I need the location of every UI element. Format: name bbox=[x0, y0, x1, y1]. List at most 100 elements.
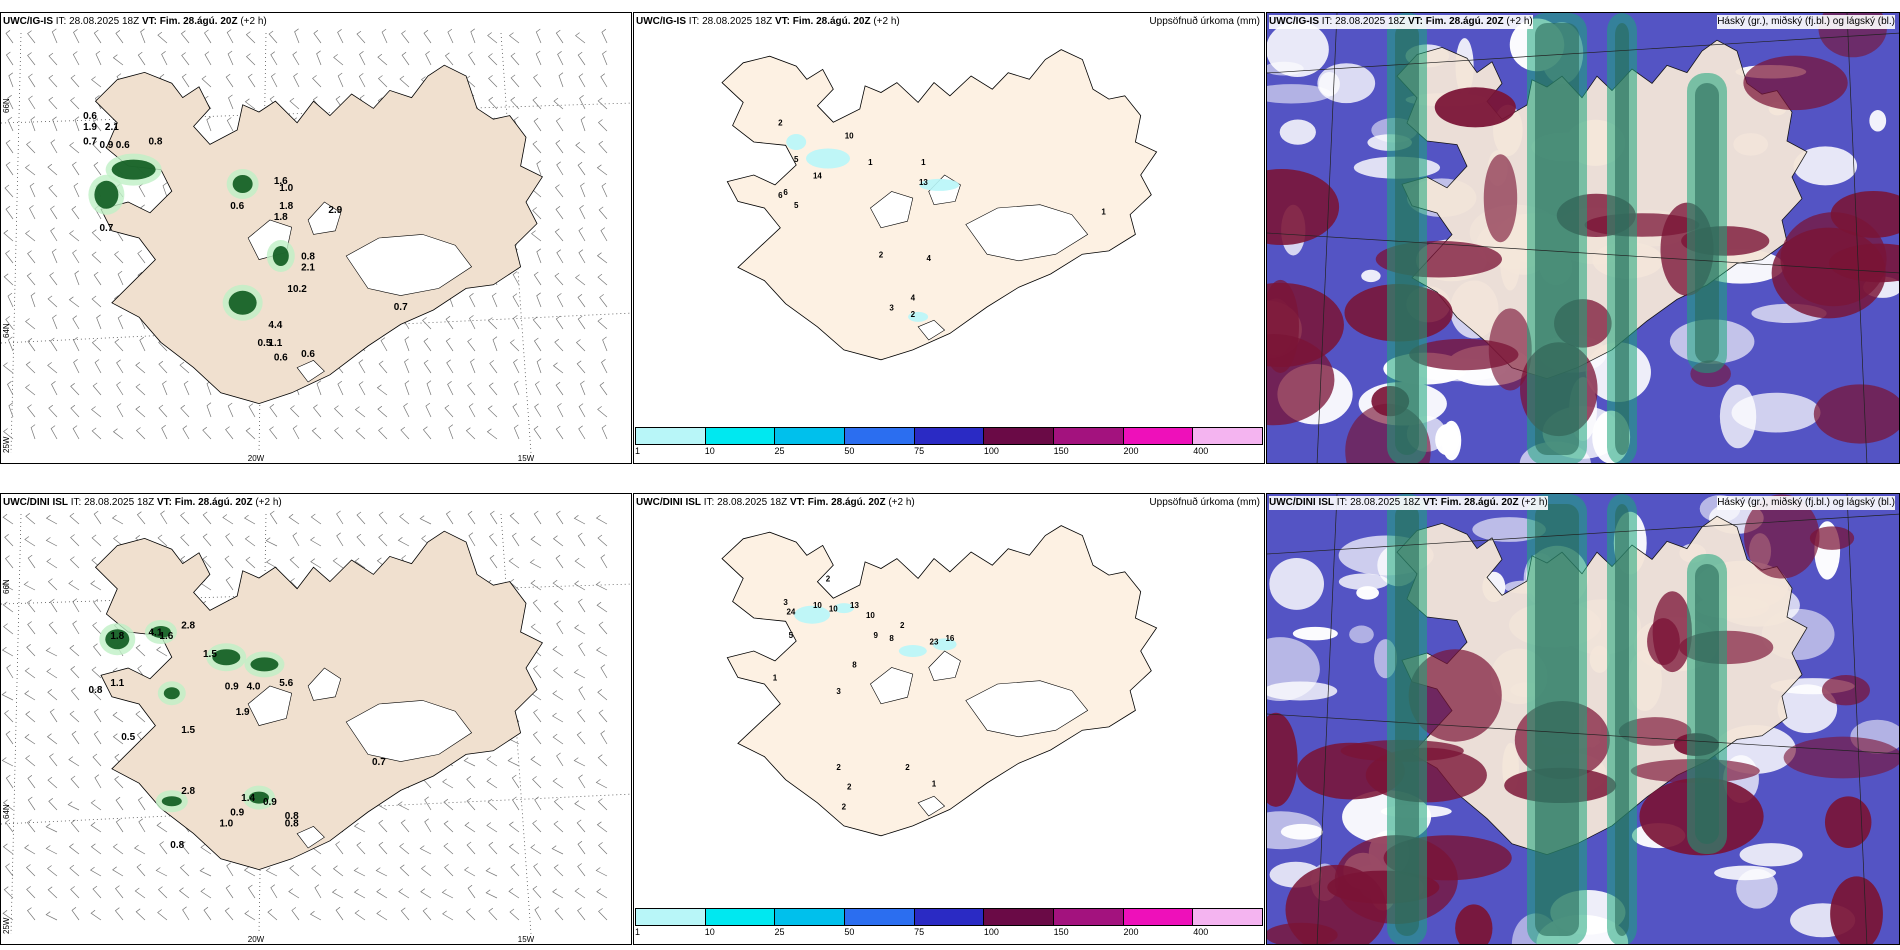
wind-value-label: 1.8 bbox=[274, 212, 288, 223]
legend-swatch bbox=[1123, 909, 1194, 925]
longitude-label: 25W bbox=[2, 917, 11, 934]
wind-barb bbox=[602, 50, 608, 66]
wind-barb bbox=[509, 512, 520, 525]
precip-core bbox=[161, 796, 182, 807]
wind-barb bbox=[2, 513, 14, 525]
wind-value-label: 1.5 bbox=[181, 725, 195, 736]
legend-swatch bbox=[775, 909, 846, 925]
wind-value-label: 4.0 bbox=[247, 682, 261, 693]
wind-barb bbox=[181, 73, 190, 88]
wind-barb bbox=[488, 96, 498, 110]
wind-barb bbox=[578, 249, 586, 264]
legend-label: 10 bbox=[704, 446, 715, 456]
wind-barb bbox=[1, 580, 14, 591]
wind-barb bbox=[595, 779, 608, 789]
wind-barb bbox=[222, 514, 234, 525]
wind-barb bbox=[180, 841, 190, 855]
wind-barb bbox=[399, 843, 410, 855]
wind-barb bbox=[1, 646, 14, 657]
wind-barb bbox=[49, 598, 58, 613]
wind-barb bbox=[1, 757, 14, 767]
wind-barb bbox=[74, 270, 80, 286]
wind-barb bbox=[181, 52, 190, 66]
wind-barb bbox=[552, 733, 564, 745]
wind-barb bbox=[557, 403, 564, 418]
wind-barb bbox=[354, 406, 366, 418]
precip-value-label: 5 bbox=[794, 201, 799, 210]
wind-barb bbox=[487, 32, 498, 44]
wind-barb bbox=[70, 97, 80, 110]
wind-value-label: 2.1 bbox=[301, 262, 315, 273]
wind-barb bbox=[535, 50, 542, 66]
wind-barb bbox=[353, 888, 366, 899]
legend-swatch bbox=[1193, 909, 1263, 925]
wind-barb bbox=[534, 796, 542, 811]
wind-barb bbox=[445, 510, 454, 525]
wind-barb bbox=[463, 866, 476, 877]
wind-barb bbox=[448, 424, 454, 440]
wind-value-label: 2.9 bbox=[328, 205, 342, 216]
wind-barb bbox=[294, 28, 300, 44]
wind-barb bbox=[400, 907, 410, 921]
wind-barb bbox=[553, 667, 564, 679]
wind-barb bbox=[93, 599, 102, 613]
wind-barb bbox=[247, 884, 256, 899]
wind-barb bbox=[311, 865, 322, 877]
precip-core bbox=[163, 687, 180, 700]
wind-barb bbox=[225, 533, 234, 547]
wind-barb bbox=[137, 51, 146, 66]
iceland-landmass bbox=[721, 49, 1158, 361]
wind-barb bbox=[599, 382, 608, 396]
wind-value-label: 0.8 bbox=[89, 685, 103, 696]
wind-barb bbox=[578, 774, 586, 789]
wind-barb bbox=[510, 74, 520, 88]
wind-barb bbox=[598, 140, 608, 154]
wind-value-label: 0.9 bbox=[99, 140, 113, 151]
precip-core bbox=[150, 626, 171, 638]
legend-label: 10 bbox=[704, 927, 715, 937]
wind-barb bbox=[71, 730, 80, 745]
wind-barb bbox=[47, 689, 58, 701]
wind-barb bbox=[576, 360, 586, 374]
wind-barb bbox=[5, 730, 14, 745]
wind-barb bbox=[487, 405, 498, 418]
glacier-outline bbox=[870, 191, 914, 229]
high-cloud-area bbox=[1584, 213, 1700, 237]
wind-barb bbox=[334, 427, 344, 440]
wind-barb bbox=[466, 797, 476, 811]
wind-barb bbox=[27, 30, 36, 44]
wind-barb bbox=[90, 909, 102, 921]
wind-barb bbox=[442, 910, 454, 921]
wind-barb bbox=[135, 383, 146, 396]
wind-barb bbox=[112, 428, 124, 440]
wind-barb bbox=[51, 381, 58, 396]
cloud-panel-bottom: UWC/DINI ISL IT: 28.08.2025 18Z VT: Fim.… bbox=[1266, 493, 1900, 945]
wind-barb bbox=[486, 756, 498, 767]
wind-barb bbox=[512, 796, 520, 811]
wind-barb bbox=[159, 841, 168, 855]
legend-swatch bbox=[636, 909, 706, 925]
precip-area-light bbox=[786, 134, 807, 150]
wind-barb bbox=[3, 428, 14, 440]
wind-barb bbox=[137, 796, 146, 811]
precip-core bbox=[212, 649, 241, 666]
panel-title: Uppsöfnuð úrkoma (mm) bbox=[1149, 16, 1260, 27]
wind-barb bbox=[600, 73, 608, 88]
latitude-label: 64N bbox=[2, 323, 11, 338]
wind-barb bbox=[574, 557, 586, 569]
wind-barb bbox=[115, 796, 124, 811]
wind-barb bbox=[269, 404, 278, 418]
wind-barb bbox=[532, 207, 542, 220]
wind-barb bbox=[558, 72, 564, 88]
wind-barb bbox=[397, 537, 410, 547]
wind-barb bbox=[602, 336, 608, 352]
wind-barb bbox=[467, 338, 476, 352]
wind-barb bbox=[529, 559, 542, 569]
wind-barb bbox=[536, 160, 542, 176]
wind-barb bbox=[555, 184, 564, 198]
wind-barb bbox=[596, 888, 608, 899]
wind-value-label: 1.9 bbox=[236, 707, 250, 718]
wind-barb bbox=[4, 184, 14, 198]
legend-label: 25 bbox=[774, 446, 785, 456]
